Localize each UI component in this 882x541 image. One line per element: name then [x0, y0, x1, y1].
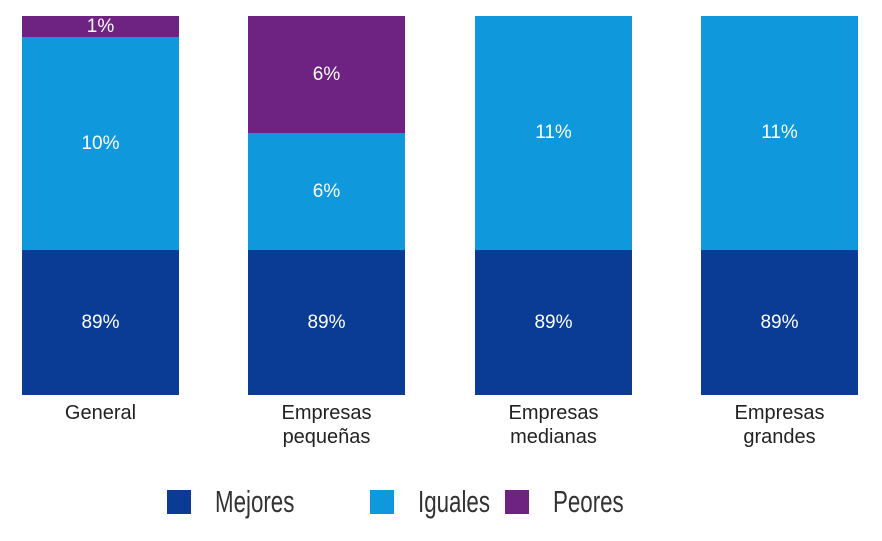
- bar-segment-peores: 6%: [248, 16, 405, 133]
- legend-swatch: [167, 490, 191, 514]
- bar-segment-mejores: 89%: [22, 250, 179, 395]
- bar-segment-iguales: 11%: [475, 16, 632, 250]
- data-label: 1%: [86, 15, 115, 37]
- category-label: Empresas pequeñas: [281, 402, 372, 448]
- data-label: 10%: [81, 132, 120, 154]
- data-label: 11%: [761, 122, 798, 143]
- data-label: 89%: [307, 311, 346, 333]
- data-label: 6%: [312, 63, 341, 85]
- legend-label: Iguales: [418, 484, 490, 519]
- legend-item-mejores: Mejores: [167, 484, 325, 520]
- legend-swatch: [505, 490, 529, 514]
- legend-label: Mejores: [215, 484, 295, 519]
- data-label: 11%: [535, 122, 572, 143]
- category-label: Empresas grandes: [734, 402, 825, 448]
- data-label: 89%: [760, 311, 799, 333]
- bar-segment-iguales: 11%: [701, 16, 858, 250]
- bar-segment-iguales: 10%: [22, 37, 179, 250]
- data-label: 6%: [312, 180, 341, 202]
- bar-segment-mejores: 89%: [701, 250, 858, 395]
- bar-segment-mejores: 89%: [475, 250, 632, 395]
- bar-segment-iguales: 6%: [248, 133, 405, 250]
- bar-segment-peores: 1%: [22, 15, 179, 38]
- data-label: 89%: [534, 311, 573, 333]
- legend-swatch: [370, 490, 394, 514]
- category-label: General: [64, 402, 137, 424]
- legend-label: Peores: [553, 484, 624, 519]
- bar-segment-mejores: 89%: [248, 250, 405, 395]
- legend-item-peores: Peores: [505, 484, 651, 520]
- category-label: Empresas medianas: [508, 402, 599, 448]
- data-label: 89%: [81, 311, 120, 333]
- legend-item-iguales: Iguales: [370, 484, 518, 520]
